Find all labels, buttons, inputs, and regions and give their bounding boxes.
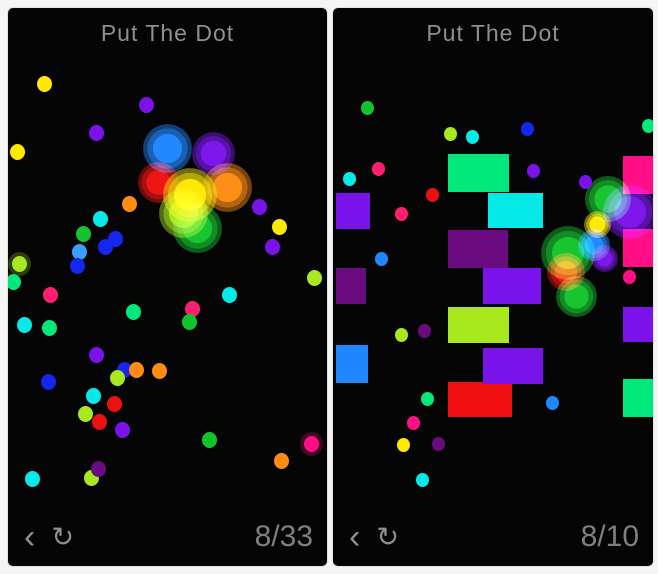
color-block[interactable] (448, 154, 509, 192)
dot[interactable] (69, 257, 85, 274)
dot[interactable] (24, 470, 40, 487)
dot[interactable] (425, 187, 439, 202)
color-block[interactable] (483, 268, 541, 304)
dot[interactable] (91, 413, 107, 430)
dot[interactable] (371, 161, 385, 176)
dot[interactable] (92, 210, 108, 227)
dot[interactable] (221, 286, 237, 303)
refresh-icon[interactable]: ↻ (51, 522, 74, 552)
glow-dot[interactable] (603, 185, 653, 239)
page-title: Put The Dot (100, 20, 235, 46)
dot[interactable] (184, 300, 200, 317)
dot[interactable] (9, 143, 25, 160)
dot[interactable] (420, 391, 434, 406)
back-icon[interactable]: ‹ (349, 518, 361, 556)
dot[interactable] (360, 100, 374, 115)
dot[interactable] (417, 323, 431, 338)
color-block[interactable] (448, 230, 508, 268)
dot[interactable] (406, 415, 420, 430)
level-counter: 8/33 (254, 520, 313, 553)
dot[interactable] (396, 437, 410, 452)
dot[interactable] (41, 319, 57, 336)
color-block[interactable] (448, 382, 512, 417)
color-block[interactable] (483, 348, 543, 384)
dot[interactable] (264, 238, 280, 255)
glow-dot[interactable] (590, 244, 618, 272)
dot[interactable] (431, 436, 445, 451)
dot[interactable] (77, 405, 93, 422)
dot[interactable] (622, 269, 636, 284)
dot[interactable] (342, 171, 356, 186)
dot[interactable] (578, 174, 592, 189)
screenshot-left: Put The Dot ‹ ↻ 8/33 (8, 8, 327, 566)
dot[interactable] (545, 395, 559, 410)
dot[interactable] (271, 218, 287, 235)
dot[interactable] (121, 195, 137, 212)
color-block[interactable] (488, 193, 543, 228)
back-icon[interactable]: ‹ (24, 518, 36, 556)
dot[interactable] (443, 126, 457, 141)
dot[interactable] (526, 163, 540, 178)
color-block[interactable] (336, 268, 366, 304)
dot[interactable] (273, 452, 289, 469)
dot[interactable] (251, 198, 267, 215)
dot[interactable] (128, 361, 144, 378)
glow-dot[interactable] (172, 203, 222, 253)
bottom-bar: ‹ ↻ 8/10 (333, 516, 653, 558)
dot[interactable] (106, 395, 122, 412)
dot[interactable] (75, 225, 91, 242)
dot[interactable] (11, 255, 27, 272)
dot[interactable] (520, 121, 534, 136)
dot[interactable] (303, 435, 319, 452)
refresh-icon[interactable]: ↻ (376, 522, 399, 552)
dot[interactable] (138, 96, 154, 113)
dot[interactable] (71, 243, 87, 260)
color-block[interactable] (623, 379, 653, 417)
color-block[interactable] (623, 307, 653, 342)
game-board[interactable] (333, 8, 653, 566)
dot[interactable] (125, 303, 141, 320)
bottom-bar: ‹ ↻ 8/33 (8, 516, 327, 558)
dot[interactable] (88, 124, 104, 141)
dot[interactable] (40, 373, 56, 390)
level-counter: 8/10 (580, 520, 639, 553)
dot[interactable] (415, 472, 429, 487)
dot[interactable] (90, 460, 106, 477)
dot[interactable] (85, 387, 101, 404)
dot[interactable] (16, 316, 32, 333)
glow-dot[interactable] (555, 275, 597, 317)
dot[interactable] (151, 362, 167, 379)
color-block[interactable] (336, 345, 368, 383)
dot[interactable] (374, 251, 388, 266)
dot[interactable] (394, 327, 408, 342)
dot[interactable] (88, 346, 104, 363)
dot[interactable] (42, 286, 58, 303)
dot[interactable] (97, 238, 113, 255)
dot[interactable] (109, 369, 125, 386)
game-board[interactable] (8, 8, 327, 566)
color-block[interactable] (336, 193, 370, 229)
dot[interactable] (306, 269, 322, 286)
page-title: Put The Dot (426, 20, 560, 46)
dot[interactable] (394, 206, 408, 221)
dot[interactable] (8, 273, 21, 290)
dot[interactable] (181, 313, 197, 330)
dot[interactable] (36, 75, 52, 92)
color-block[interactable] (448, 307, 509, 343)
screenshot-right: Put The Dot ‹ ↻ 8/10 (333, 8, 653, 566)
dot[interactable] (114, 421, 130, 438)
dot[interactable] (465, 129, 479, 144)
dot[interactable] (201, 431, 217, 448)
dot[interactable] (641, 118, 653, 133)
